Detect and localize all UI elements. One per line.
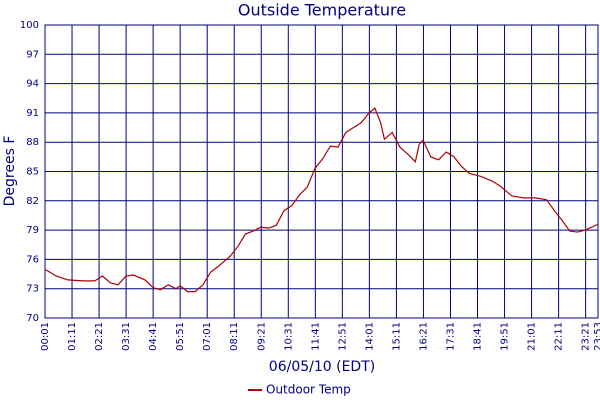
legend-label: Outdoor Temp	[266, 383, 351, 397]
y-tick-label: 70	[26, 313, 39, 324]
y-tick-label: 82	[26, 196, 39, 207]
x-tick-label: 01:11	[67, 322, 78, 351]
x-tick-label: 18:41	[473, 322, 484, 351]
chart-title: Outside Temperature	[238, 1, 406, 20]
y-axis-label: Degrees F	[2, 136, 18, 207]
x-tick-label: 10:31	[283, 322, 294, 351]
x-tick-label: 14:01	[364, 322, 375, 351]
x-tick-label: 09:21	[256, 322, 267, 351]
y-tick-label: 85	[26, 167, 39, 178]
x-tick-label: 21:01	[527, 322, 538, 351]
y-tick-label: 79	[26, 225, 39, 236]
x-tick-label: 07:01	[202, 322, 213, 351]
x-tick-label: 23:21	[581, 322, 592, 351]
x-tick-label: 19:51	[500, 322, 511, 351]
x-axis-label: 06/05/10 (EDT)	[269, 359, 375, 375]
y-tick-label: 73	[26, 284, 39, 295]
x-tick-label: 16:21	[418, 322, 429, 351]
y-tick-label: 97	[26, 49, 39, 60]
x-tick-label: 00:01	[40, 322, 51, 351]
x-tick-label: 17:31	[445, 322, 456, 351]
x-tick-label: 04:41	[148, 322, 159, 351]
x-tick-label: 02:21	[94, 322, 105, 351]
x-tick-label: 15:11	[391, 322, 402, 351]
y-tick-label: 100	[20, 20, 39, 31]
x-tick-label: 05:51	[175, 322, 186, 351]
x-tick-label: 22:11	[554, 322, 565, 351]
y-tick-label: 76	[26, 254, 39, 265]
x-tick-label: 23:53	[593, 322, 600, 351]
x-tick-label: 08:11	[229, 322, 240, 351]
data-line	[44, 107, 599, 293]
y-tick-label: 94	[26, 79, 39, 90]
x-tick-label: 11:41	[310, 322, 321, 351]
x-tick-label: 03:31	[121, 322, 132, 351]
x-tick-label: 12:51	[337, 322, 348, 351]
y-tick-label: 88	[26, 137, 39, 148]
y-tick-label: 91	[26, 108, 39, 119]
